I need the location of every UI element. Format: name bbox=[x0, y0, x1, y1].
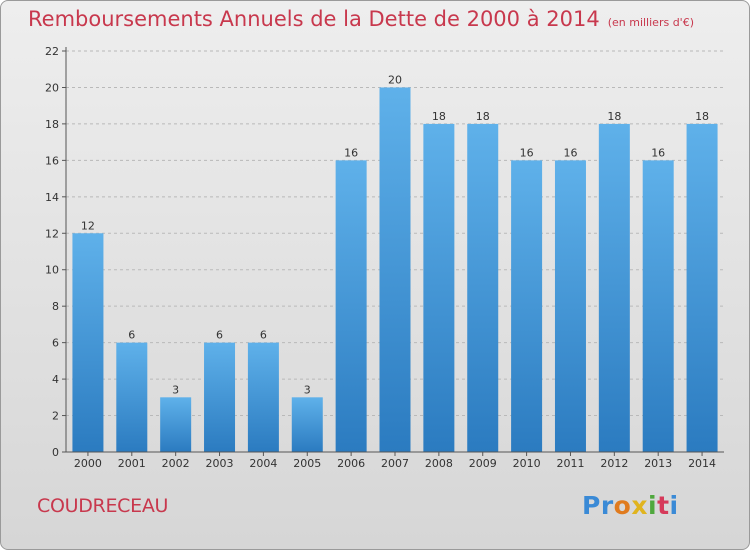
y-tick-label: 16 bbox=[45, 154, 59, 167]
bar bbox=[204, 342, 236, 452]
bars bbox=[72, 87, 718, 453]
y-tick-label: 12 bbox=[45, 227, 59, 240]
bar bbox=[554, 160, 586, 452]
bar bbox=[423, 123, 455, 452]
x-tick-label: 2009 bbox=[469, 457, 497, 470]
bar-value-label: 16 bbox=[344, 146, 358, 159]
bar-value-label: 16 bbox=[651, 146, 665, 159]
chart-title: Remboursements Annuels de la Dette de 20… bbox=[28, 7, 600, 31]
x-tick-label: 2014 bbox=[688, 457, 716, 470]
x-tick-label: 2007 bbox=[381, 457, 409, 470]
x-tick-label: 2010 bbox=[513, 457, 541, 470]
logo-letter: i bbox=[648, 491, 658, 520]
commune-name: COUDRECEAU bbox=[37, 495, 169, 517]
x-tick-label: 2004 bbox=[249, 457, 277, 470]
value-labels: 12 6 3 6 6 3 16 20 18 18 16 16 18 16 18 bbox=[81, 73, 709, 396]
bar-value-label: 18 bbox=[432, 110, 446, 123]
bar-value-label: 12 bbox=[81, 219, 95, 232]
x-tick-label: 2006 bbox=[337, 457, 365, 470]
x-tick-label: 2011 bbox=[556, 457, 584, 470]
y-tick-label: 0 bbox=[52, 446, 59, 459]
logo-letter: t bbox=[657, 491, 670, 520]
x-tick-label: 2003 bbox=[206, 457, 234, 470]
logo-letter: x bbox=[631, 491, 648, 520]
bar bbox=[686, 123, 718, 452]
y-tick-label: 18 bbox=[45, 118, 59, 131]
logo-letter: r bbox=[600, 491, 614, 520]
y-tick-label: 8 bbox=[52, 300, 59, 313]
chart-subtitle: (en milliers d'€) bbox=[607, 16, 694, 29]
bar bbox=[72, 233, 104, 452]
bar-value-label: 6 bbox=[260, 329, 267, 342]
x-tick-label: 2008 bbox=[425, 457, 453, 470]
axes: 0 2 4 6 8 10 12 14 16 18 20 22 2000 2001 2002 2003 2004 2… bbox=[45, 45, 724, 470]
bar-value-label: 16 bbox=[520, 146, 534, 159]
bar-value-label: 3 bbox=[304, 383, 311, 396]
bar bbox=[291, 397, 323, 452]
bar-value-label: 20 bbox=[388, 73, 402, 86]
bar bbox=[335, 160, 367, 452]
bar-value-label: 18 bbox=[607, 110, 621, 123]
x-tick-label: 2000 bbox=[74, 457, 102, 470]
y-tick-label: 6 bbox=[52, 337, 59, 350]
bar bbox=[116, 342, 148, 452]
y-tick-label: 4 bbox=[52, 373, 59, 386]
logo-letter: o bbox=[613, 491, 632, 520]
x-tick-label: 2002 bbox=[162, 457, 190, 470]
title-row: Remboursements Annuels de la Dette de 20… bbox=[28, 7, 694, 31]
bar-value-label: 18 bbox=[476, 110, 490, 123]
y-tick-label: 14 bbox=[45, 191, 59, 204]
bar bbox=[247, 342, 279, 452]
bar bbox=[467, 123, 499, 452]
x-tick-label: 2012 bbox=[600, 457, 628, 470]
bar-value-label: 18 bbox=[695, 110, 709, 123]
bar bbox=[511, 160, 543, 452]
bar bbox=[642, 160, 674, 452]
x-tick-label: 2001 bbox=[118, 457, 146, 470]
bar-value-label: 6 bbox=[216, 329, 223, 342]
logo-letter: P bbox=[582, 491, 601, 520]
bar-value-label: 16 bbox=[563, 146, 577, 159]
proxiti-logo: Proxiti bbox=[582, 491, 679, 520]
x-tick-label: 2013 bbox=[644, 457, 672, 470]
logo-letter: i bbox=[669, 491, 679, 520]
bar bbox=[379, 87, 411, 453]
bar-value-label: 3 bbox=[172, 383, 179, 396]
bar bbox=[160, 397, 192, 452]
y-tick-label: 2 bbox=[52, 410, 59, 423]
y-tick-label: 10 bbox=[45, 264, 59, 277]
bar bbox=[598, 123, 630, 452]
y-tick-label: 20 bbox=[45, 81, 59, 94]
y-tick-label: 22 bbox=[45, 45, 59, 58]
x-tick-label: 2005 bbox=[293, 457, 321, 470]
bar-value-label: 6 bbox=[128, 329, 135, 342]
